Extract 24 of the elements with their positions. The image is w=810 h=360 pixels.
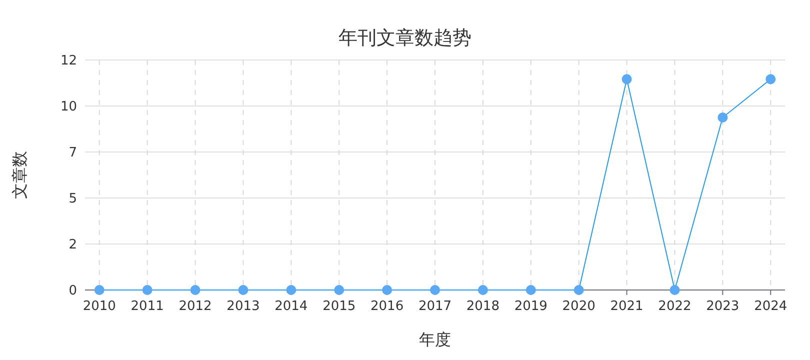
x-tick-label: 2012 [178,299,212,314]
x-tick-label: 2013 [226,299,260,314]
y-tick-label: 12 [60,54,77,69]
x-tick-label: 2023 [706,299,740,314]
x-tick-label: 2014 [274,299,308,314]
x-tick-label: 2024 [754,299,788,314]
x-tick-label: 2022 [658,299,692,314]
x-tick-label: 2011 [130,299,164,314]
x-tick-label: 2021 [610,299,644,314]
y-axis-title: 文章数 [10,151,29,199]
y-tick-label: 0 [68,284,77,299]
x-axis-title: 年度 [419,330,451,349]
x-tick-label: 2016 [370,299,404,314]
chart-title: 年刊文章数趋势 [338,27,472,49]
y-tick-label: 10 [60,100,77,115]
x-tick-label: 2015 [322,299,356,314]
x-tick-label: 2010 [82,299,116,314]
y-tick-label: 7 [68,146,77,161]
x-tick-label: 2017 [418,299,452,314]
x-tick-label: 2020 [562,299,596,314]
x-tick-label: 2019 [514,299,548,314]
y-tick-label: 2 [68,238,77,253]
x-tick-label: 2018 [466,299,500,314]
y-tick-label: 5 [68,192,77,207]
